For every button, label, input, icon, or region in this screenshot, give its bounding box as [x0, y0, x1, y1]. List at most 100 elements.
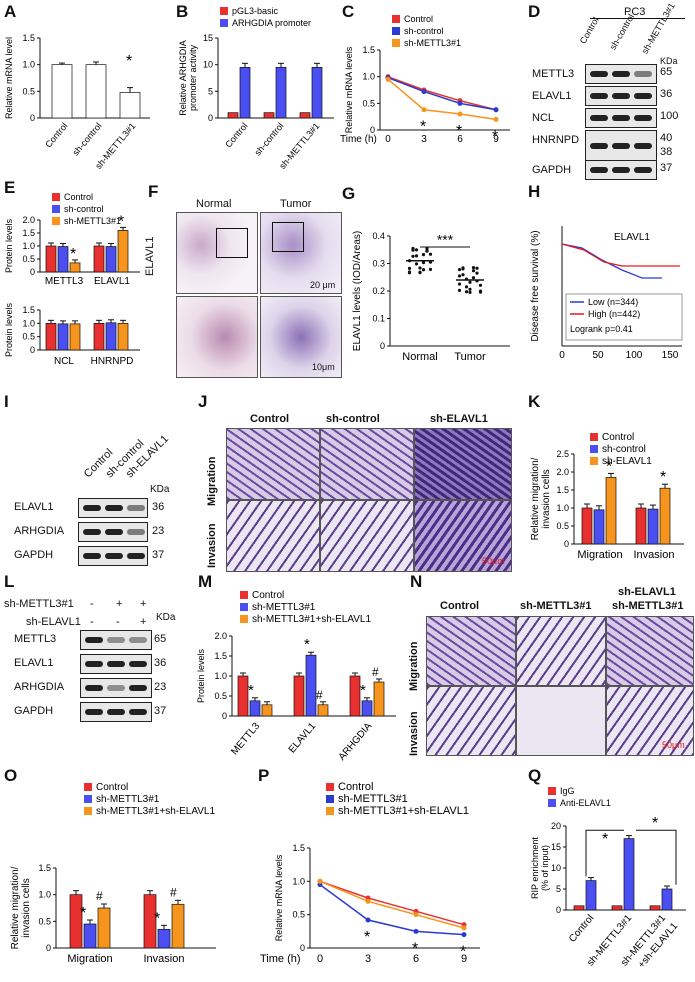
l-band — [85, 637, 103, 643]
g-point — [428, 252, 433, 256]
d-band — [612, 143, 630, 149]
e-legend-swatch — [52, 193, 60, 201]
k-legend-label: Control — [602, 432, 634, 443]
e2-ytick-label: 1.5 — [22, 305, 35, 315]
a-bar — [51, 64, 73, 119]
d-col-0: Control — [577, 15, 601, 46]
g-point — [461, 273, 465, 277]
c-ytick-label: 0 — [370, 125, 375, 135]
c-sig: * — [456, 123, 462, 140]
d-band — [612, 167, 630, 173]
h-xtick: 0 — [559, 350, 565, 361]
g-ytick-label: 0.4 — [372, 231, 385, 241]
f-scale-2: 10μm — [312, 362, 335, 372]
p-sig: * — [364, 929, 370, 946]
panel-label-m: M — [198, 572, 213, 591]
b-bar — [263, 112, 275, 119]
q-legend-label: IgG — [560, 786, 575, 796]
l-band — [129, 709, 147, 715]
j-col-1: sh-control — [326, 413, 380, 425]
n-scale: 50μm — [662, 740, 685, 750]
panel-label-e: E — [4, 178, 16, 197]
g-ytick-label: 0 — [380, 341, 385, 351]
c-sig: * — [492, 128, 498, 145]
panel-label-h: H — [528, 182, 541, 201]
h-ylabel: Disease free survival (%) — [530, 230, 541, 341]
h-title: ELAVL1 — [614, 232, 650, 243]
k-ytick-label: 0.5 — [556, 521, 569, 531]
c-ytick-label: 1.0 — [362, 72, 375, 82]
a-ytick-label: 0.5 — [22, 86, 35, 96]
p-sig: * — [460, 944, 466, 961]
l-row-label: GAPDH — [14, 705, 54, 717]
b-bar — [227, 112, 239, 119]
p-point — [365, 898, 371, 904]
panel-label-l: L — [4, 572, 15, 591]
p-legend-label: sh-METTL3#1 — [338, 793, 408, 805]
i-blot-elavl1 — [78, 498, 148, 518]
g-point — [418, 266, 422, 270]
i-band — [83, 553, 101, 559]
g-ytick-label: 0.2 — [372, 286, 385, 296]
e-ytick-label: 0 — [30, 267, 35, 277]
d-band — [634, 71, 652, 77]
d-blot-ncl — [585, 108, 657, 128]
k-legend-label: sh-control — [602, 444, 646, 455]
l-kda-value: 36 — [154, 657, 167, 669]
g-point — [478, 283, 483, 287]
o-legend-swatch — [84, 783, 92, 791]
h-line-low — [561, 243, 662, 279]
q-ylabel-1: RIP enrichment — [530, 837, 540, 899]
c-point — [493, 116, 499, 122]
n-img-0 — [426, 616, 516, 686]
g-ytick-label: 0.3 — [372, 259, 385, 269]
g-point — [478, 289, 483, 293]
panel-label-a: A — [4, 2, 17, 21]
d-row-label: NCL — [532, 112, 555, 124]
k-legend-swatch — [590, 445, 598, 453]
panel-label-g: G — [342, 184, 356, 203]
g-point — [407, 266, 412, 270]
n-col-2: sh-ELAVL1 — [618, 586, 676, 598]
d-band — [634, 93, 652, 99]
i-kda: KDa — [150, 484, 170, 495]
l-row-label: METTL3 — [14, 633, 57, 645]
l-row1: sh-METTL3#1 — [4, 598, 74, 610]
l-s1-0: - — [90, 598, 94, 610]
p-point — [413, 912, 419, 918]
g-point — [421, 253, 426, 257]
b-legend-swatch — [220, 7, 228, 15]
chart-b: 0 5 10 15 Relative ARHGDIA promoter activity p… — [178, 6, 334, 171]
m-ytick-label: 1.5 — [214, 651, 227, 661]
b-ylabel-2: promoter activity — [188, 44, 198, 111]
p-ylabel: Relative mRNA levels — [274, 854, 284, 941]
a-xlabel: sh-control — [70, 121, 103, 158]
panel-label-f: F — [148, 182, 159, 201]
panel-label-o: O — [4, 766, 18, 785]
k-ytick-label: 2.5 — [556, 449, 569, 459]
m-bar — [373, 681, 385, 717]
p-legend-label: Control — [338, 781, 373, 793]
g-point — [468, 290, 472, 294]
g-point — [418, 271, 422, 275]
p-ytick-label: 0.5 — [292, 910, 305, 920]
q-legend-swatch — [548, 787, 556, 795]
o-bar — [171, 903, 185, 949]
j-img-5 — [414, 500, 512, 572]
chart-e: Control sh-control sh-METTL3#1 0 0.5 1.0 1.5 2.… — [4, 192, 140, 367]
k-bar — [593, 509, 605, 545]
o-legend-label: sh-METTL3#1 — [96, 794, 160, 805]
g-point — [457, 288, 462, 293]
p-point — [413, 928, 419, 934]
c-point — [493, 107, 499, 113]
k-bar — [659, 487, 671, 545]
a-ytick-label: 1.5 — [22, 33, 35, 43]
j-row-0: Migration — [206, 456, 218, 507]
e2-ytick-label: 1.0 — [22, 318, 35, 328]
ihc-normal-high — [176, 296, 258, 378]
m-sig: * — [360, 682, 366, 699]
g-xlabel: Normal — [402, 351, 437, 363]
j-img-1 — [320, 428, 414, 500]
e-bar — [57, 246, 69, 273]
panel-label-i: I — [4, 392, 9, 411]
